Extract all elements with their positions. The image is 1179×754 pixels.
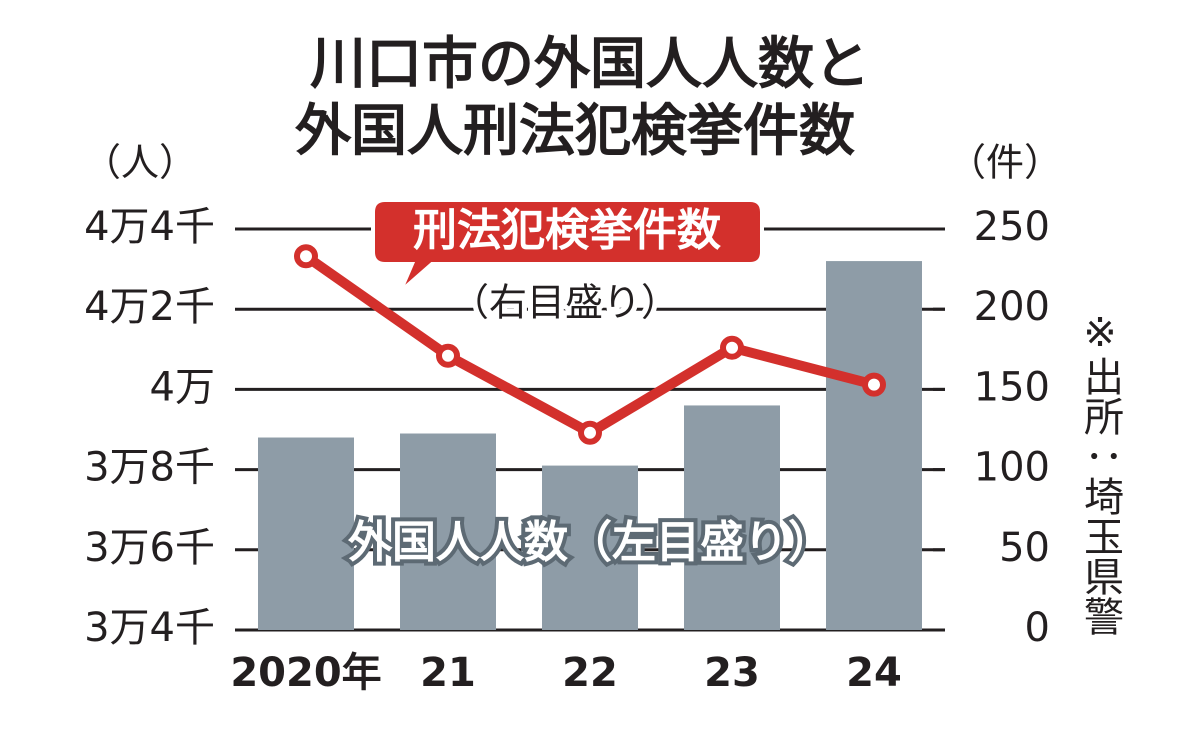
chart-title: 外国人刑法犯検挙件数 <box>294 99 855 164</box>
y-tick-label: 3万8千 <box>84 445 215 491</box>
y-axis-unit: （人） <box>83 141 197 185</box>
bar <box>400 433 496 630</box>
y-tick-label: 4万2千 <box>84 284 215 330</box>
y2-tick-label: 200 <box>974 284 1050 330</box>
line-label-box <box>371 198 764 294</box>
line-marker <box>720 335 744 360</box>
x-tick-label: 2020年 <box>230 650 381 696</box>
line-marker <box>578 420 602 445</box>
y2-tick-label: 50 <box>999 525 1050 571</box>
bar <box>542 465 638 630</box>
y2-axis-unit: （件） <box>948 141 1062 185</box>
y-tick-label: 4万4千 <box>84 204 215 250</box>
chart-title: 川口市の外国人人数と <box>310 32 870 97</box>
line-marker <box>436 343 460 368</box>
bar <box>826 261 922 630</box>
legend-label: 刑法犯検挙件数 <box>413 205 721 256</box>
y-tick-label: 3万4千 <box>84 605 215 651</box>
y-tick-label: 3万6千 <box>84 525 215 571</box>
x-tick-label: 22 <box>562 650 618 696</box>
line-marker <box>862 372 886 397</box>
labels: 刑法犯検挙件数 （右目盛り） 外国人人数（左目盛り） ※出所：埼玉県警 <box>344 198 1124 636</box>
x-tick-label: 23 <box>704 650 760 696</box>
bars <box>258 261 922 630</box>
line-marker <box>294 244 318 269</box>
line-series <box>294 244 886 445</box>
legend-note: （右目盛り） <box>451 281 679 325</box>
source-note: ※出所：埼玉県警 <box>1077 310 1124 636</box>
bar <box>684 405 780 630</box>
bar <box>258 437 354 630</box>
x-tick-label: 24 <box>846 650 902 696</box>
y2-tick-label: 0 <box>1025 605 1050 651</box>
x-tick-label: 21 <box>420 650 476 696</box>
y2-tick-label: 150 <box>974 364 1050 410</box>
y-tick-label: 4万 <box>150 364 215 410</box>
y2-tick-label: 100 <box>974 445 1050 491</box>
y2-tick-label: 250 <box>974 204 1050 250</box>
legend-label: 外国人人数（左目盛り） <box>348 517 832 568</box>
